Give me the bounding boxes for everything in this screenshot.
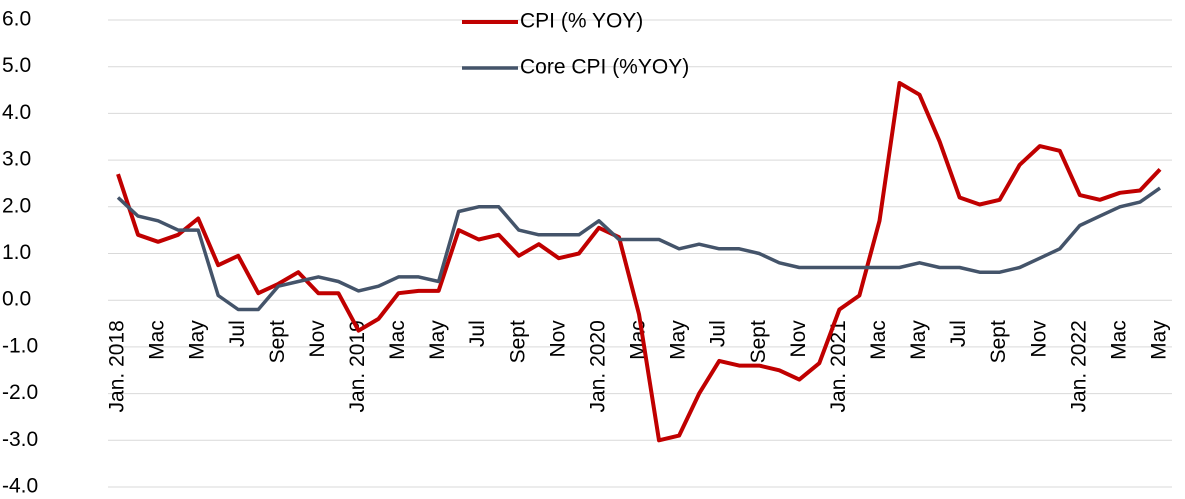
x-tick-label: Nov <box>546 320 569 358</box>
x-tick-label: Jan. 2019 <box>346 320 369 412</box>
series-line <box>116 186 1162 312</box>
y-tick-label: 3.0 <box>2 148 31 171</box>
legend-label: CPI (% YOY) <box>520 10 643 33</box>
x-tick-label: Jul <box>226 320 249 347</box>
x-tick-label: May <box>667 320 690 360</box>
legend-label: Core CPI (%YOY) <box>520 56 689 79</box>
y-tick-label: 5.0 <box>2 54 31 77</box>
x-tick-label: May <box>186 320 209 360</box>
x-tick-label: Mac <box>867 320 890 360</box>
x-tick-label: Jul <box>466 320 489 347</box>
x-tick-label: Mac <box>1107 320 1130 360</box>
x-tick-label: May <box>426 320 449 360</box>
y-tick-label: -4.0 <box>2 475 38 498</box>
y-tick-label: 6.0 <box>2 8 31 31</box>
x-tick-label: Sept <box>266 320 289 363</box>
x-tick-label: Jan. 2021 <box>827 320 850 412</box>
y-tick-label: -1.0 <box>2 334 38 357</box>
x-tick-label: Nov <box>1027 320 1050 358</box>
x-tick-label: Sept <box>987 320 1010 363</box>
x-tick-label: Jul <box>707 320 730 347</box>
x-tick-label: May <box>1148 320 1171 360</box>
y-tick-label: 0.0 <box>2 288 31 311</box>
x-tick-label: Sept <box>506 320 529 363</box>
series-line <box>116 81 1162 443</box>
x-tick-label: May <box>907 320 930 360</box>
y-tick-label: -3.0 <box>2 428 38 451</box>
x-tick-label: Jan. 2022 <box>1067 320 1090 412</box>
x-tick-label: Jan. 2020 <box>586 320 609 412</box>
y-tick-label: 2.0 <box>2 194 31 217</box>
x-tick-label: Mac <box>386 320 409 360</box>
y-tick-label: -2.0 <box>2 381 38 404</box>
x-tick-label: Mac <box>146 320 169 360</box>
x-tick-label: Nov <box>306 320 329 358</box>
x-tick-label: Nov <box>787 320 810 358</box>
x-tick-label: Sept <box>747 320 770 363</box>
y-tick-label: 1.0 <box>2 241 31 264</box>
y-tick-label: 4.0 <box>2 101 31 124</box>
x-tick-label: Jan. 2018 <box>106 320 129 412</box>
x-tick-label: Jul <box>947 320 970 347</box>
